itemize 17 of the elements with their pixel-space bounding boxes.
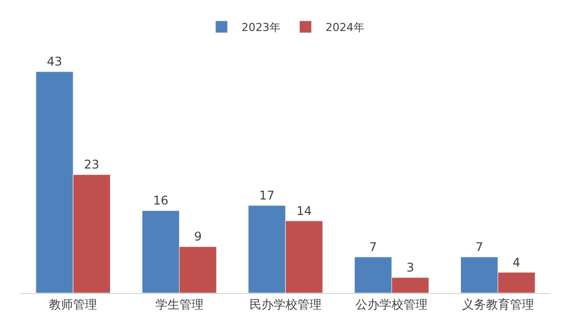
- data-label: 7: [369, 240, 377, 254]
- data-label: 4: [512, 255, 520, 270]
- data-label: 7: [475, 240, 484, 254]
- legend-label: 2024年: [326, 21, 364, 34]
- x-tick-label: 教师管理: [49, 297, 98, 312]
- data-label: 16: [153, 194, 168, 208]
- data-label: 17: [259, 188, 275, 202]
- x-tick-label: 学生管理: [155, 297, 204, 312]
- data-label: 9: [194, 230, 202, 244]
- data-label: 14: [296, 204, 312, 218]
- data-label: 23: [84, 158, 100, 172]
- legend-label: 2023年: [242, 21, 280, 34]
- x-tick-label: 义务教育管理: [462, 297, 534, 312]
- data-label: 3: [406, 260, 414, 275]
- x-tick-label: 公办学校管理: [356, 297, 428, 312]
- x-tick-label: 民办学校管理: [250, 297, 322, 312]
- data-label: 43: [46, 54, 62, 69]
